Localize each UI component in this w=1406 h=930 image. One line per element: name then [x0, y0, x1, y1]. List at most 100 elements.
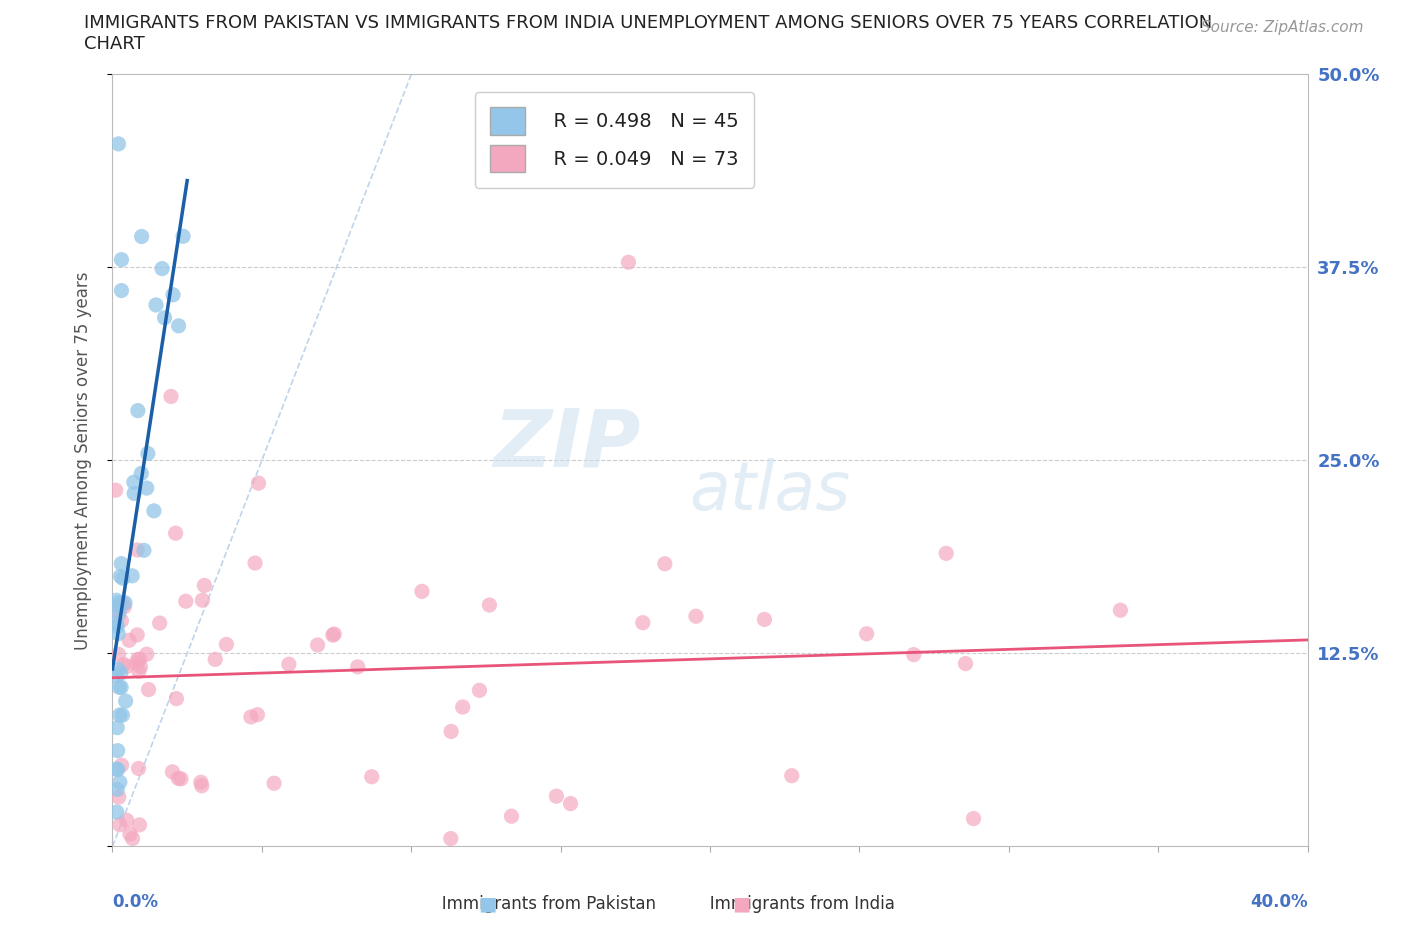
Point: [167, 318, 190, 333]
Point: [110, 666, 132, 681]
Text: ■: ■: [478, 895, 498, 913]
Text: 40.0%: 40.0%: [1250, 893, 1308, 910]
Point: [440, 831, 463, 846]
Point: [122, 474, 145, 489]
Point: [105, 668, 128, 683]
Point: [115, 813, 138, 828]
Point: [110, 758, 132, 773]
Point: [204, 652, 226, 667]
Point: [127, 628, 149, 643]
Point: [170, 771, 193, 786]
Point: [167, 771, 190, 786]
Point: [105, 616, 128, 631]
Point: [215, 637, 238, 652]
Point: [263, 776, 285, 790]
Point: [118, 632, 141, 647]
Point: [165, 691, 187, 706]
Point: [128, 652, 150, 667]
Point: [307, 638, 329, 653]
Point: [131, 229, 153, 244]
Point: [107, 137, 129, 152]
Point: [150, 261, 173, 276]
Point: [127, 652, 149, 667]
Point: [955, 657, 977, 671]
Point: [346, 659, 368, 674]
Point: [110, 613, 132, 628]
Point: [451, 699, 474, 714]
Point: [962, 811, 984, 826]
Legend:   R = 0.498   N = 45,   R = 0.049   N = 73: R = 0.498 N = 45, R = 0.049 N = 73: [475, 92, 754, 188]
Point: [243, 555, 266, 570]
Point: [190, 775, 212, 790]
Point: [107, 604, 129, 618]
Point: [128, 817, 150, 832]
Point: [468, 683, 491, 698]
Point: [107, 626, 129, 641]
Point: [360, 769, 382, 784]
Point: [172, 229, 194, 244]
Point: [114, 599, 136, 614]
Point: [162, 287, 184, 302]
Point: [127, 404, 149, 418]
Point: [115, 659, 138, 674]
Point: [105, 720, 128, 735]
Text: IMMIGRANTS FROM PAKISTAN VS IMMIGRANTS FROM INDIA UNEMPLOYMENT AMONG SENIORS OVE: IMMIGRANTS FROM PAKISTAN VS IMMIGRANTS F…: [84, 14, 1212, 32]
Point: [110, 252, 132, 267]
Point: [323, 627, 346, 642]
Point: [105, 619, 128, 634]
Point: [780, 768, 803, 783]
Point: [112, 596, 135, 611]
Point: [110, 556, 132, 571]
Point: [105, 804, 128, 819]
Point: [174, 593, 197, 608]
Point: [546, 789, 568, 804]
Point: [160, 389, 183, 404]
Text: 0.0%: 0.0%: [112, 893, 159, 910]
Text: Immigrants from India: Immigrants from India: [695, 895, 894, 913]
Point: [110, 283, 132, 298]
Point: [136, 446, 159, 461]
Point: [110, 600, 132, 615]
Point: [411, 584, 433, 599]
Point: [631, 616, 654, 631]
Point: [246, 707, 269, 722]
Point: [142, 503, 165, 518]
Point: [104, 483, 127, 498]
Point: [107, 743, 129, 758]
Point: [654, 556, 676, 571]
Point: [121, 831, 143, 846]
Point: [322, 628, 344, 643]
Point: [855, 626, 877, 641]
Point: [107, 790, 129, 804]
Point: [125, 656, 148, 671]
Point: [501, 809, 523, 824]
Text: Source: ZipAtlas.com: Source: ZipAtlas.com: [1201, 20, 1364, 35]
Text: ■: ■: [731, 895, 751, 913]
Point: [935, 546, 957, 561]
Point: [128, 761, 150, 776]
Point: [239, 710, 262, 724]
Point: [247, 476, 270, 491]
Point: [114, 595, 136, 610]
Point: [108, 817, 131, 832]
Point: [105, 592, 128, 607]
Point: [108, 708, 131, 723]
Text: Immigrants from Pakistan: Immigrants from Pakistan: [426, 895, 657, 913]
Point: [138, 682, 160, 697]
Point: [127, 542, 149, 557]
Point: [107, 762, 129, 777]
Point: [153, 311, 176, 325]
Point: [1109, 603, 1132, 618]
Point: [112, 658, 135, 672]
Point: [129, 466, 152, 481]
Point: [145, 298, 167, 312]
Point: [107, 662, 129, 677]
Point: [135, 481, 157, 496]
Point: [277, 657, 299, 671]
Point: [110, 569, 132, 584]
Point: [128, 664, 150, 679]
Point: [478, 598, 501, 613]
Point: [111, 571, 134, 586]
Point: [903, 647, 925, 662]
Point: [108, 595, 131, 610]
